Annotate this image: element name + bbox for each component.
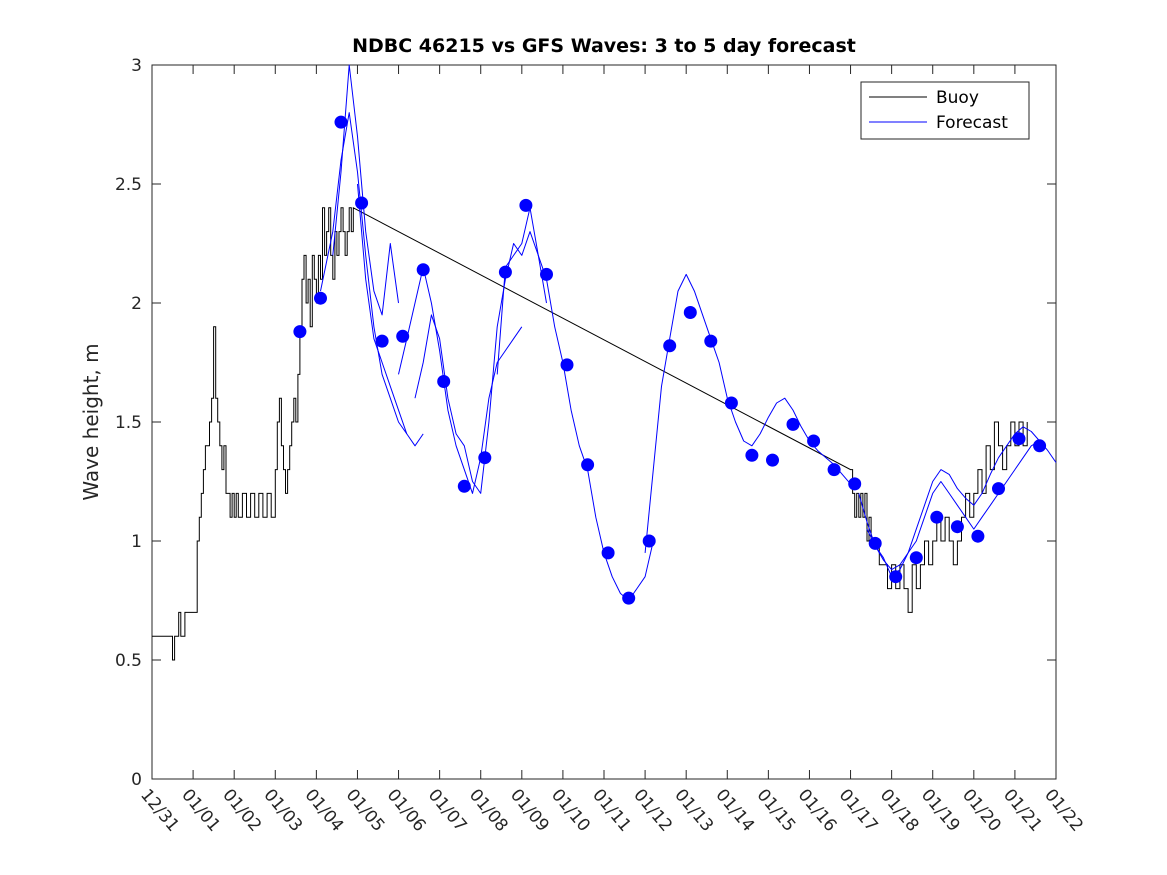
y-tick-label: 2.5: [115, 175, 142, 195]
forecast-run-line: [398, 266, 523, 494]
forecast-run-line: [644, 273, 860, 553]
forecast-point: [663, 339, 677, 353]
forecast-point: [375, 334, 389, 348]
forecast-run-line: [332, 64, 399, 316]
forecast-point: [807, 434, 821, 448]
forecast-point: [437, 375, 451, 388]
forecast-point: [745, 448, 759, 462]
forecast-point: [704, 334, 718, 348]
y-tick-label: 1.5: [115, 413, 142, 433]
y-tick-label: 3: [131, 56, 142, 76]
forecast-point: [560, 358, 574, 372]
forecast-point: [396, 329, 410, 343]
forecast-point: [766, 453, 779, 467]
forecast-point: [848, 477, 862, 491]
forecast-point: [293, 325, 307, 339]
legend-buoy-label: Buoy: [936, 88, 979, 108]
forecast-point: [581, 458, 595, 472]
forecast-point: [827, 463, 841, 477]
forecast-point: [334, 115, 348, 129]
buoy-series-line: [152, 206, 1028, 661]
forecast-point: [971, 529, 985, 543]
y-tick-label: 0: [131, 770, 142, 790]
forecast-point: [478, 451, 492, 465]
forecast-point: [868, 536, 882, 550]
forecast-point: [601, 546, 615, 560]
forecast-point: [950, 520, 964, 534]
forecast-run-line: [858, 440, 1057, 571]
forecast-point: [724, 396, 738, 410]
forecast-point: [622, 591, 636, 605]
forecast-point: [540, 267, 553, 281]
forecast-point: [889, 570, 903, 584]
forecast-point: [786, 417, 800, 431]
series-layer: [152, 64, 1057, 661]
y-tick-label: 1: [131, 532, 142, 552]
forecast-point: [519, 198, 533, 212]
forecast-run-line: [414, 231, 547, 494]
forecast-point: [314, 291, 327, 305]
forecast-run-line: [320, 112, 408, 435]
forecast-run-line: [357, 183, 424, 447]
y-axis-label: Wave height, m: [79, 343, 103, 500]
forecast-point: [416, 263, 430, 277]
forecast-point: [909, 551, 923, 565]
legend-forecast-label: Forecast: [936, 113, 1008, 133]
y-tick-label: 2: [131, 294, 142, 314]
forecast-point: [457, 479, 471, 493]
plot-area: [151, 64, 1057, 780]
forecast-point: [930, 510, 944, 524]
forecast-point: [355, 196, 369, 210]
forecast-point: [1033, 439, 1047, 453]
marker-layer: [293, 115, 1047, 605]
forecast-point: [498, 265, 512, 279]
legend-box: [860, 81, 1030, 140]
forecast-point: [1012, 432, 1026, 446]
forecast-point: [642, 534, 656, 548]
chart-title: NDBC 46215 vs GFS Waves: 3 to 5 day fore…: [352, 35, 856, 57]
legend: Buoy Forecast: [860, 81, 1030, 140]
y-tick-label: 0.5: [115, 651, 142, 671]
forecast-point: [683, 306, 697, 319]
forecast-point: [992, 482, 1005, 496]
